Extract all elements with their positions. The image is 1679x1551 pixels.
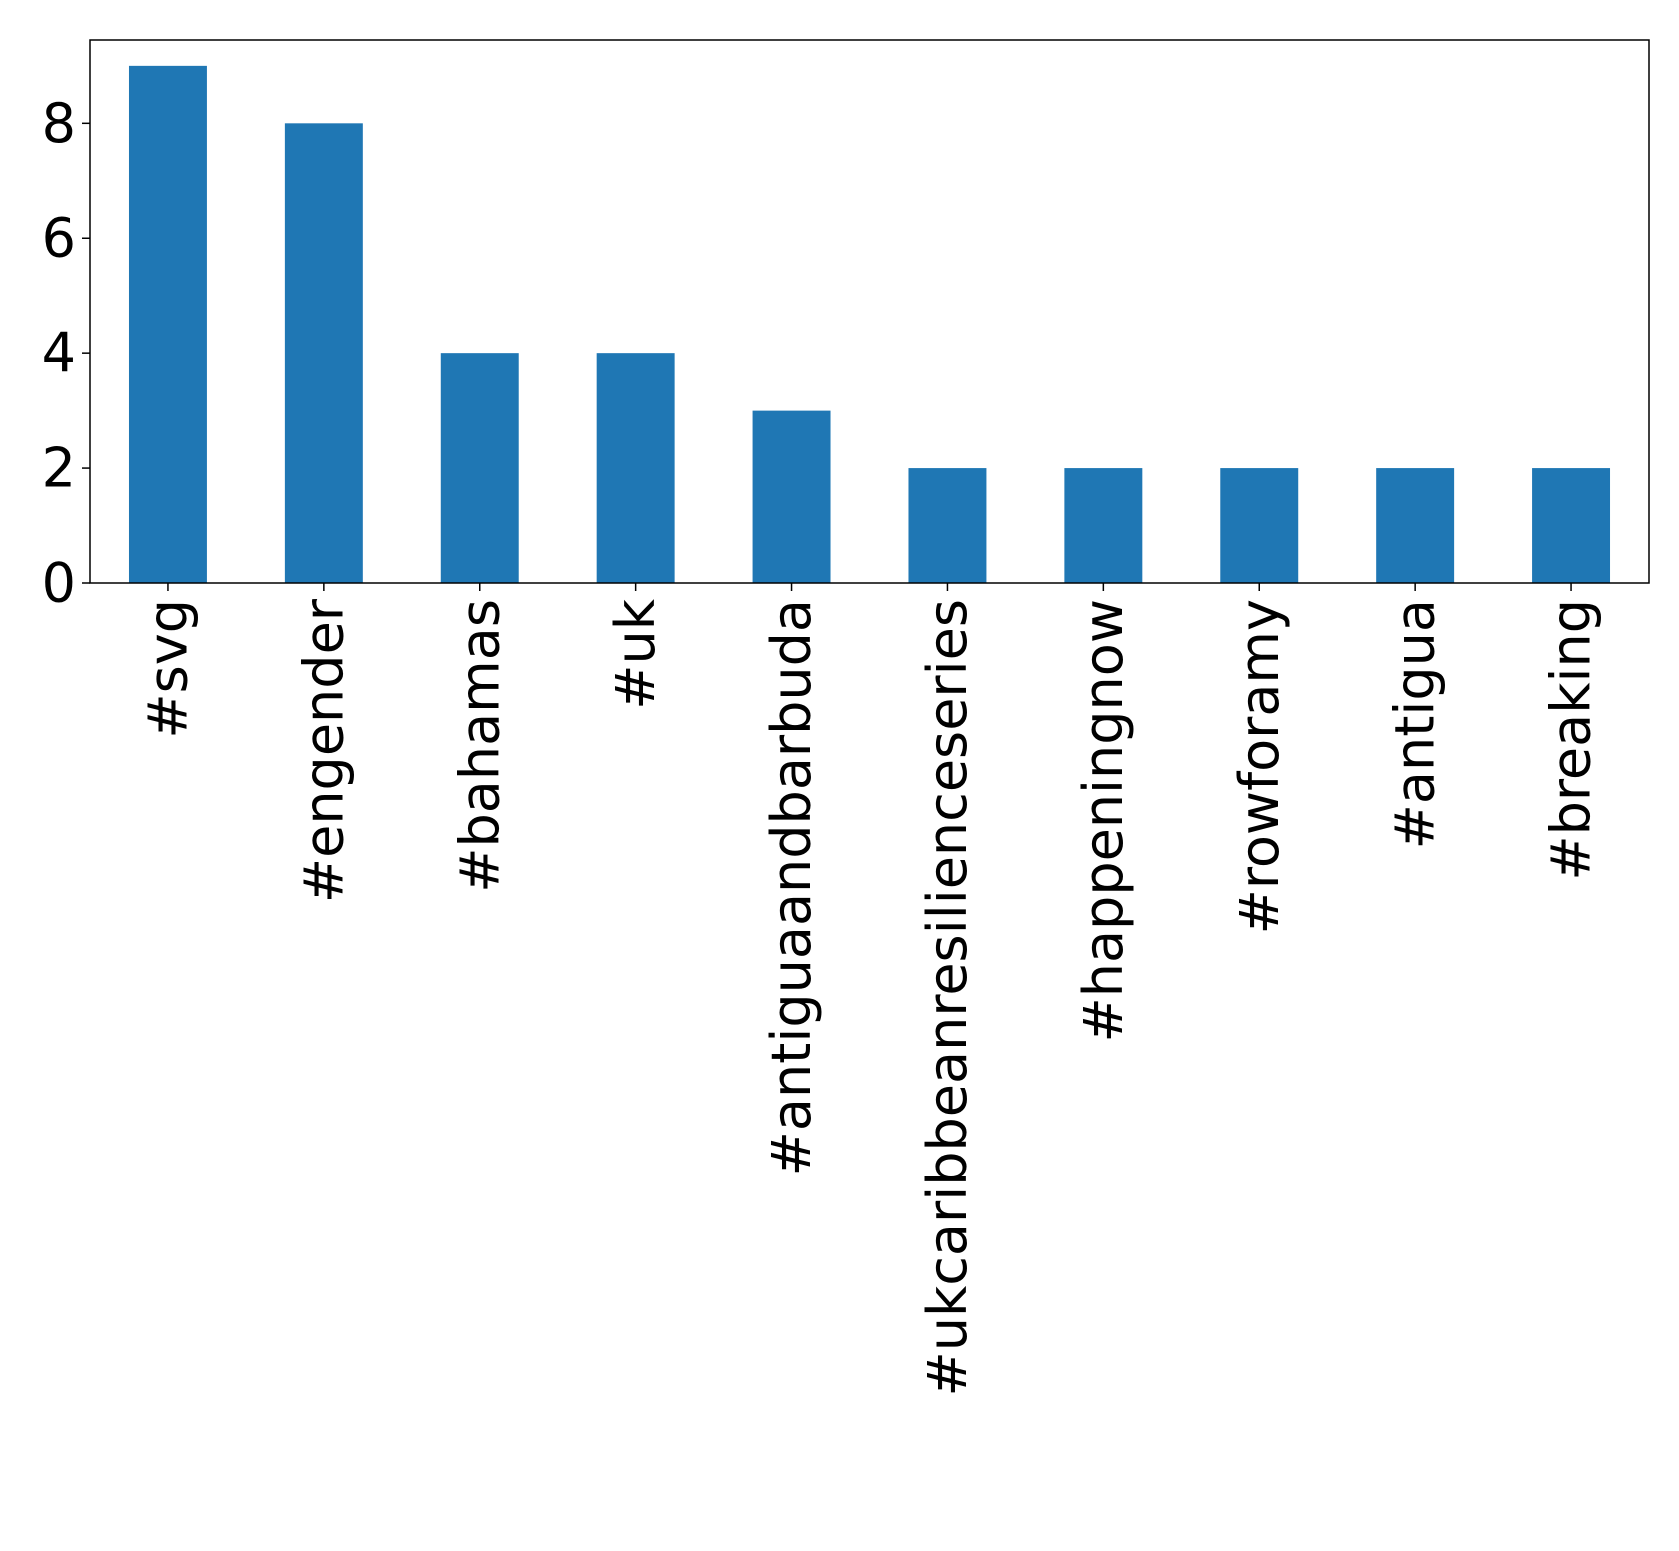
- x-tick-label: #happeningnow: [1072, 599, 1135, 1043]
- plot-frame: [89, 39, 1650, 584]
- x-tick-label: #rowforamy: [1228, 599, 1291, 934]
- x-axis: #svg #engender #bahamas #uk #antiguaandbarbu…: [136, 583, 1603, 1396]
- y-tick-label: 6: [42, 207, 76, 270]
- x-tick-label: #antiguaandbarbuda: [760, 599, 823, 1176]
- y-tick-label: 8: [42, 92, 76, 155]
- y-tick-label: 4: [42, 322, 76, 385]
- bar-ukcaribbeanresilienceseries: [908, 468, 987, 583]
- x-tick-label: #breaking: [1540, 599, 1603, 881]
- y-tick-label: 0: [42, 552, 76, 615]
- bars-group: [128, 65, 1611, 584]
- bar-breaking: [1532, 468, 1611, 583]
- x-tick-label: #ukcaribbeanresilienceseries: [916, 599, 979, 1396]
- bar-antiguaandbarbuda: [752, 410, 831, 583]
- y-tick-label: 2: [42, 437, 76, 500]
- bar-svg: [128, 65, 207, 584]
- x-tick-label: #bahamas: [448, 599, 511, 893]
- x-tick-label: #svg: [136, 599, 199, 739]
- x-tick-label: #antigua: [1384, 599, 1447, 849]
- x-tick-label: #engender: [292, 598, 355, 903]
- x-tick-label: #uk: [604, 598, 667, 709]
- bar-bahamas: [440, 353, 519, 583]
- y-axis: 0 2 4 6 8: [42, 92, 90, 615]
- bar-happeningnow: [1064, 468, 1143, 583]
- bar-antigua: [1376, 468, 1455, 583]
- bar-engender: [284, 123, 363, 584]
- bar-rowforamy: [1220, 468, 1299, 583]
- bar-uk: [596, 353, 675, 583]
